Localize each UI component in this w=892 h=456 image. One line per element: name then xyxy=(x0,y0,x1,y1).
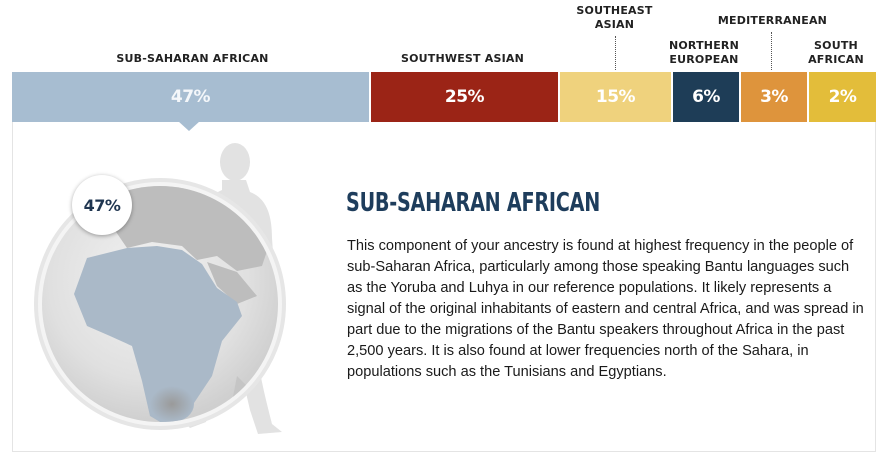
segment-northern-european-pct: 6% xyxy=(692,87,720,107)
population-description: This component of your ancestry is found… xyxy=(347,238,864,380)
percentage-badge: 47% xyxy=(72,175,132,235)
mediterranean-leader-line xyxy=(771,32,772,70)
label-southeast-asian-line1: SOUTHEAST xyxy=(576,4,653,17)
segment-south-african-pct: 2% xyxy=(828,87,857,107)
selected-segment-pointer xyxy=(178,121,200,131)
label-south-african: SOUTH AFRICAN xyxy=(800,39,872,67)
label-southeast-asian-line2: ASIAN xyxy=(594,18,635,31)
segment-southeast-asian-pct: 15% xyxy=(595,87,636,107)
segment-southwest-asian-pct: 25% xyxy=(444,87,485,107)
segment-sub-saharan-african-pct: 47% xyxy=(170,87,211,107)
segment-mediterranean-pct: 3% xyxy=(760,87,788,107)
population-title: SUB-SAHARAN AFRICAN xyxy=(346,188,601,218)
label-northern-european: NORTHERN EUROPEAN xyxy=(661,39,747,67)
africa-globe-icon xyxy=(34,178,286,430)
southeast-leader-line xyxy=(615,36,616,70)
label-south-african-line1: SOUTH xyxy=(814,39,858,52)
segment-mediterranean[interactable]: 3% xyxy=(739,72,807,122)
segment-sub-saharan-african[interactable]: 47% xyxy=(12,72,369,122)
label-northern-european-line1: NORTHERN xyxy=(668,39,740,52)
ancestry-bar: 47% 25% 15% 6% 3% 2% xyxy=(12,72,876,122)
segment-southeast-asian[interactable]: 15% xyxy=(558,72,671,122)
label-south-african-line2: AFRICAN xyxy=(808,53,864,66)
segment-south-african[interactable]: 2% xyxy=(807,72,876,122)
segment-southwest-asian[interactable]: 25% xyxy=(369,72,558,122)
label-mediterranean: MEDITERRANEAN xyxy=(717,14,828,27)
label-southwest-asian: SOUTHWEST ASIAN xyxy=(400,52,525,65)
segment-northern-european[interactable]: 6% xyxy=(671,72,739,122)
label-northern-european-line2: EUROPEAN xyxy=(669,53,739,66)
label-sub-saharan-african: SUB-SAHARAN AFRICAN xyxy=(116,52,269,65)
label-southeast-asian: SOUTHEAST ASIAN xyxy=(562,4,667,32)
